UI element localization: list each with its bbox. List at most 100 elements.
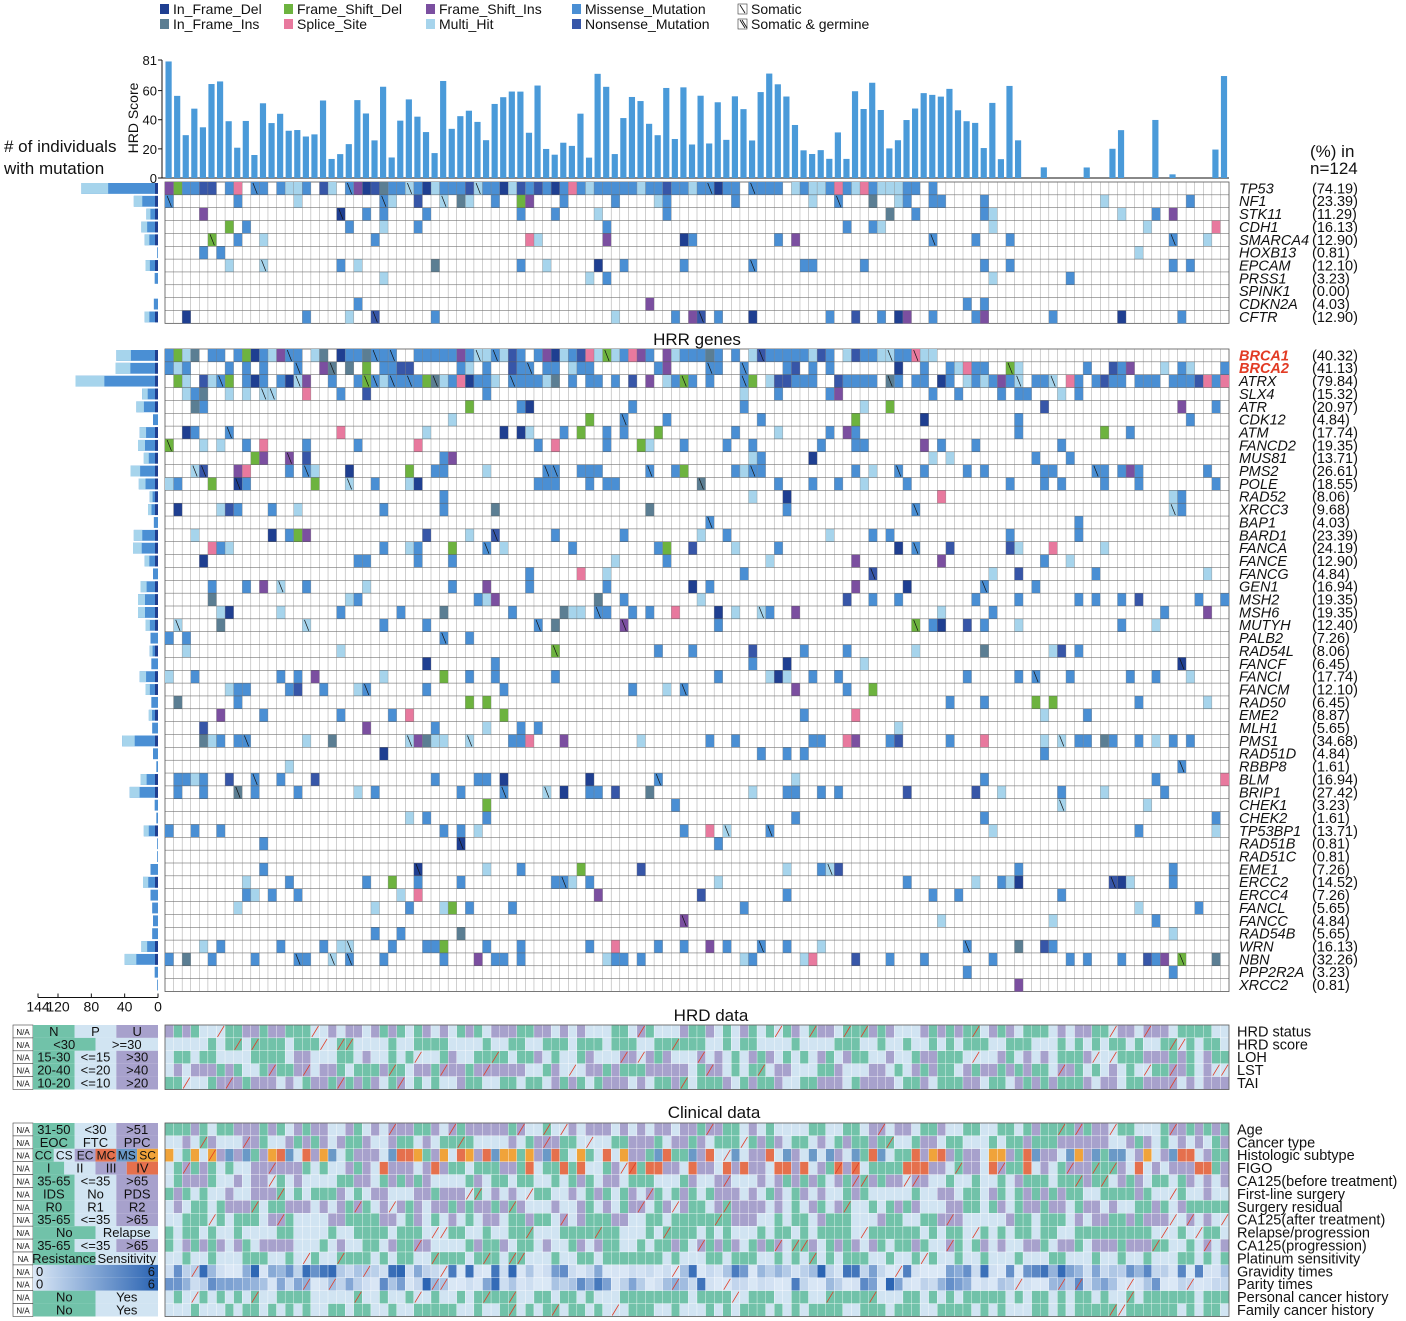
count-bar [150,889,158,901]
annotation-cell [799,1148,809,1162]
gene-percent: (34.68) [1312,734,1358,750]
annotation-cell [387,1226,397,1240]
mutation-cell [868,683,878,696]
annotation-cell [250,1148,260,1162]
annotation-cell [499,1050,509,1064]
annotation-cell [593,1135,603,1149]
annotation-cell [602,1161,612,1175]
mutation-cell [1048,695,1058,709]
annotation-cell [808,1148,818,1162]
category-swatch [33,1063,75,1077]
mutation-cell [1211,824,1221,838]
mutation-cell [868,593,878,606]
annotation-cell [508,1161,517,1175]
category-label: I [47,1161,51,1176]
annotation-cell [911,1290,921,1304]
annotation-cell [319,1226,329,1240]
annotation-cell [302,1135,312,1149]
annotation-cell [628,1251,638,1266]
mutation-cell [439,451,449,465]
gene-percent: (16.13) [1312,220,1358,236]
annotation-cell [379,1303,389,1317]
annotation-cell [473,1050,483,1064]
gene-percent: (4.03) [1312,515,1350,531]
annotation-cell [842,1122,852,1137]
annotation-cell [1194,1050,1204,1064]
annotation-cell [928,1024,938,1039]
annotation-cell [851,1264,861,1278]
annotation-cell [233,1050,243,1064]
somatic-mark [870,568,876,580]
mutation-cell [1014,567,1024,581]
annotation-cell [945,1161,955,1175]
annotation-cell [199,1174,209,1188]
annotation-cell [885,1148,895,1162]
gene-percent: (9.68) [1312,503,1350,519]
mutation-cell [491,952,500,966]
mutation-cell [302,310,311,324]
mutation-cell [259,580,268,594]
annotation-cell [182,1037,191,1051]
annotation-cell [473,1303,483,1317]
mutation-cell [225,541,234,555]
annotation-cell [962,1277,972,1291]
annotation-cell [182,1238,191,1253]
legend-swatch [426,4,435,14]
mutation-cell [851,413,861,427]
gene-label: PPP2R2A [1239,965,1304,981]
mutation-cell [697,528,706,542]
mutation-cell [413,349,423,362]
annotation-cell [525,1076,535,1090]
mutation-cell [422,734,431,748]
annotation-cell [1168,1050,1178,1064]
mutation-cell [542,374,552,388]
annotation-cell [1065,1076,1075,1090]
annotation-cell [379,1290,389,1304]
somatic-mark [415,863,421,875]
mutation-cell [860,477,869,491]
annotation-cell [242,1238,251,1253]
annotation-cell [645,1264,655,1278]
mutation-cell [516,952,526,966]
annotation-cell [1134,1213,1144,1227]
count-bar-segment [155,607,158,618]
annotation-cell [1082,1213,1092,1227]
annotation-cell [345,1187,354,1201]
mutation-cell [225,606,234,619]
annotation-cell [550,1251,560,1266]
annotation-track: N/A I II III IV FIGO [12,1161,1272,1177]
annotation-cell [825,1050,835,1064]
annotation-cell [473,1037,483,1051]
annotation-cell [310,1264,320,1278]
annotation-cell [456,1122,466,1137]
mutation-cell [585,940,595,953]
count-bar [143,452,158,464]
annotation-cell [971,1303,981,1317]
mutation-cell [491,503,500,517]
annotation-cell [928,1076,938,1090]
annotation-cell [791,1076,801,1090]
mutation-cell [516,940,526,953]
track-label: CA125(after treatment) [1237,1213,1385,1229]
annotation-cell [525,1122,535,1137]
annotation-cell [782,1226,792,1240]
mutation-cell [937,194,946,208]
mutation-cell [199,438,208,452]
annotation-cell [756,1037,766,1051]
na-mark [955,1162,963,1174]
mutation-cell [499,349,509,362]
annotation-cell [362,1161,372,1175]
annotation-cell [1117,1213,1127,1227]
annotation-cell [267,1277,277,1291]
annotation-cell [628,1148,638,1162]
annotation-cell [671,1063,680,1077]
annotation-cell [671,1174,680,1188]
mutation-cell [190,349,200,362]
annotation-cell [276,1238,286,1253]
annotation-cell [859,1290,869,1304]
mutation-cell [1151,670,1161,684]
annotation-cell [1194,1174,1204,1188]
count-bar-segment [133,195,143,207]
annotation-cell [919,1264,929,1278]
count-bar [153,298,158,310]
